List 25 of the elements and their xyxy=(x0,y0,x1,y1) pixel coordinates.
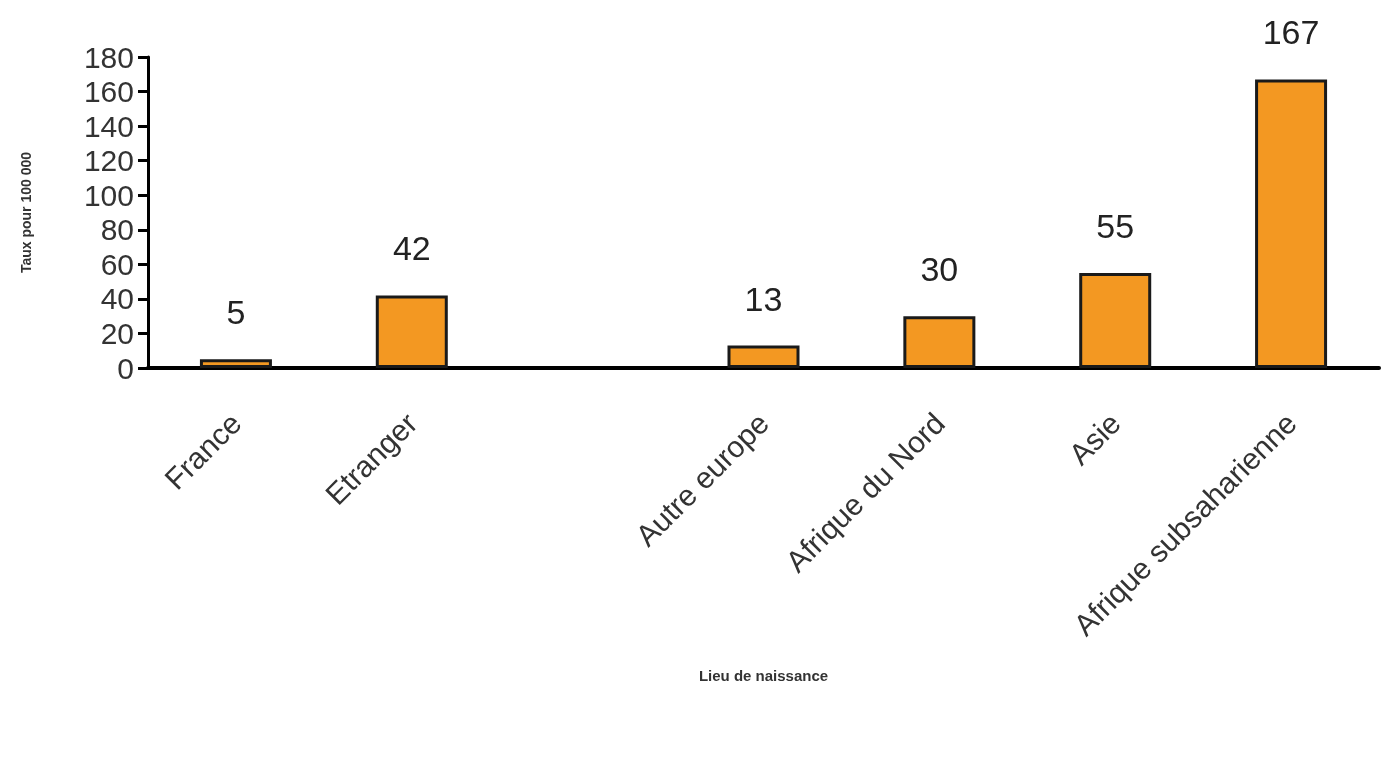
y-tick-label: 180 xyxy=(83,40,134,74)
y-tick-label: 20 xyxy=(100,316,134,350)
x-tick-label: Asie xyxy=(1062,406,1127,471)
y-tick-label: 120 xyxy=(83,144,134,178)
y-tick-label: 80 xyxy=(100,213,134,247)
y-tick-label: 60 xyxy=(100,247,134,281)
y-tick-label: 160 xyxy=(83,75,134,109)
data-label: 13 xyxy=(744,279,783,318)
data-label: 30 xyxy=(920,250,959,289)
bar xyxy=(1255,79,1328,368)
y-tick-label: 140 xyxy=(83,109,134,143)
bar xyxy=(1079,272,1152,368)
y-tick-label: 0 xyxy=(117,351,134,385)
x-axis-title: Lieu de naissance xyxy=(698,667,829,684)
data-label: 42 xyxy=(392,229,431,268)
data-label: 55 xyxy=(1096,206,1135,245)
bar xyxy=(375,295,448,368)
bar xyxy=(903,316,976,368)
data-label: 167 xyxy=(1262,13,1320,52)
y-tick-label: 100 xyxy=(83,178,134,212)
bar xyxy=(199,359,272,368)
y-axis-title: Taux pour 100 000 xyxy=(18,151,34,274)
y-tick-label: 40 xyxy=(100,282,134,316)
bar xyxy=(727,345,800,368)
data-label: 5 xyxy=(226,293,246,332)
